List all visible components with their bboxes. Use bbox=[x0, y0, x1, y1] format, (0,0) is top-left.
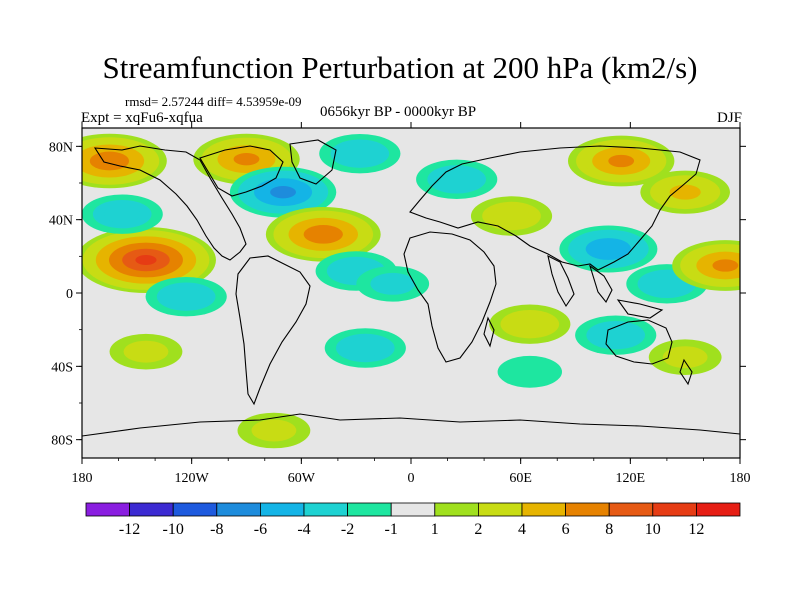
x-tick-label: 180 bbox=[72, 471, 93, 486]
y-tick-label: 80N bbox=[49, 140, 73, 155]
anomaly-center bbox=[567, 135, 675, 187]
anomaly-contour bbox=[168, 287, 205, 306]
colorbar-label: 8 bbox=[605, 521, 613, 538]
anomaly-contour bbox=[648, 275, 685, 293]
anomaly-contour bbox=[347, 339, 384, 357]
anomaly-center bbox=[82, 194, 163, 234]
anomaly-center bbox=[145, 276, 227, 317]
anomaly-center bbox=[470, 196, 553, 236]
anomaly-center bbox=[489, 304, 571, 344]
anomaly-center bbox=[356, 266, 430, 302]
colorbar-swatch bbox=[565, 502, 610, 517]
anomaly-contour bbox=[608, 154, 635, 168]
anomaly-contour bbox=[233, 153, 260, 166]
anomaly-contour bbox=[669, 184, 701, 200]
anomaly-contour bbox=[597, 326, 634, 344]
anomaly-field bbox=[82, 133, 740, 449]
colorbar-swatch bbox=[172, 502, 218, 517]
anomaly-contour bbox=[341, 144, 378, 163]
colorbar-label: -10 bbox=[163, 521, 184, 538]
colorbar-swatch bbox=[477, 502, 523, 517]
colorbar-label: 6 bbox=[562, 521, 570, 538]
colorbar-swatch bbox=[652, 502, 697, 517]
colorbar-label: -12 bbox=[119, 521, 140, 538]
colorbar-label: 10 bbox=[645, 521, 661, 538]
season-label: DJF bbox=[716, 110, 742, 126]
colorbar-label: -4 bbox=[297, 521, 310, 538]
colorbar-swatch bbox=[390, 502, 436, 517]
colorbar-label: 2 bbox=[474, 521, 482, 538]
colorbar-swatch bbox=[259, 502, 305, 517]
anomaly-center bbox=[648, 339, 722, 375]
x-tick-label: 120E bbox=[616, 471, 646, 486]
x-tick-label: 180 bbox=[730, 471, 751, 486]
y-tick-label: 40N bbox=[49, 214, 73, 229]
anomaly-contour bbox=[438, 170, 475, 189]
anomaly-center bbox=[640, 170, 730, 214]
colorbar-swatch bbox=[347, 502, 392, 517]
chart-title: Streamfunction Perturbation at 200 hPa (… bbox=[102, 50, 698, 85]
anomaly-center bbox=[237, 412, 311, 449]
anomaly-contour bbox=[251, 419, 297, 442]
x-tick-label: 120W bbox=[175, 471, 210, 486]
x-tick-label: 60W bbox=[288, 471, 316, 486]
anomaly-contour bbox=[594, 242, 623, 256]
anomaly-center bbox=[82, 227, 216, 293]
colorbar-swatch bbox=[608, 502, 654, 517]
anomaly-contour bbox=[270, 186, 296, 199]
y-tick-label: 40S bbox=[51, 360, 73, 375]
coastlines bbox=[82, 139, 740, 437]
colorbar-label: -2 bbox=[341, 521, 354, 538]
y-axis: 80N 40N 0 40S 80S bbox=[49, 140, 746, 449]
x-tick-label: 60E bbox=[509, 471, 532, 486]
anomaly-contour bbox=[497, 355, 563, 388]
anomaly-contour bbox=[712, 259, 739, 272]
y-tick-label: 80S bbox=[51, 434, 73, 449]
colorbar-label: 4 bbox=[518, 521, 526, 538]
anomaly-center bbox=[575, 315, 657, 355]
y-tick-label: 0 bbox=[66, 287, 73, 302]
colorbar-swatch bbox=[696, 502, 741, 517]
anomaly-contour bbox=[135, 255, 157, 265]
colorbar-swatch bbox=[85, 502, 130, 517]
colorbar-swatch bbox=[216, 502, 261, 517]
anomaly-contour bbox=[97, 155, 122, 167]
colorbar-swatch bbox=[521, 502, 566, 517]
anomaly-contour bbox=[104, 205, 141, 223]
anomaly-center bbox=[109, 333, 183, 370]
anomaly-contour bbox=[662, 346, 708, 369]
x-tick-label: 0 bbox=[408, 471, 415, 486]
anomaly-center bbox=[324, 328, 406, 368]
anomaly-center bbox=[265, 207, 381, 262]
rmsd-stats: rmsd= 2.57244 diff= 4.53959e-09 bbox=[125, 94, 302, 109]
anomaly-center bbox=[559, 225, 658, 273]
colorbar: -12 -10 -8 -6 -4 -2 -1 1 2 4 6 8 10 12 bbox=[85, 502, 741, 538]
anomaly-center bbox=[319, 133, 401, 174]
anomaly-contour bbox=[311, 228, 336, 241]
colorbar-swatch bbox=[129, 502, 174, 517]
colorbar-label: 1 bbox=[431, 521, 439, 538]
period-label: 0656kyr BP - 0000kyr BP bbox=[320, 104, 477, 120]
colorbar-swatch bbox=[303, 502, 348, 517]
anomaly-center bbox=[497, 355, 563, 388]
colorbar-label: -6 bbox=[254, 521, 267, 538]
anomaly-contour bbox=[511, 315, 548, 333]
anomaly-center bbox=[193, 133, 300, 185]
colorbar-label: 12 bbox=[688, 521, 704, 538]
experiment-label: Expt = xqFu6-xqfua bbox=[81, 110, 203, 126]
colorbar-swatch bbox=[434, 502, 479, 517]
anomaly-contour bbox=[493, 207, 530, 225]
x-axis: 180 120W 60W 0 60E 120E 180 bbox=[72, 122, 751, 486]
anomaly-center bbox=[672, 240, 740, 291]
anomaly-contour bbox=[370, 272, 416, 295]
anomaly-center bbox=[229, 166, 337, 218]
anomaly-center bbox=[416, 159, 498, 200]
colorbar-label: -8 bbox=[210, 521, 223, 538]
anomaly-contour bbox=[123, 340, 169, 363]
colorbar-label: -1 bbox=[385, 521, 398, 538]
